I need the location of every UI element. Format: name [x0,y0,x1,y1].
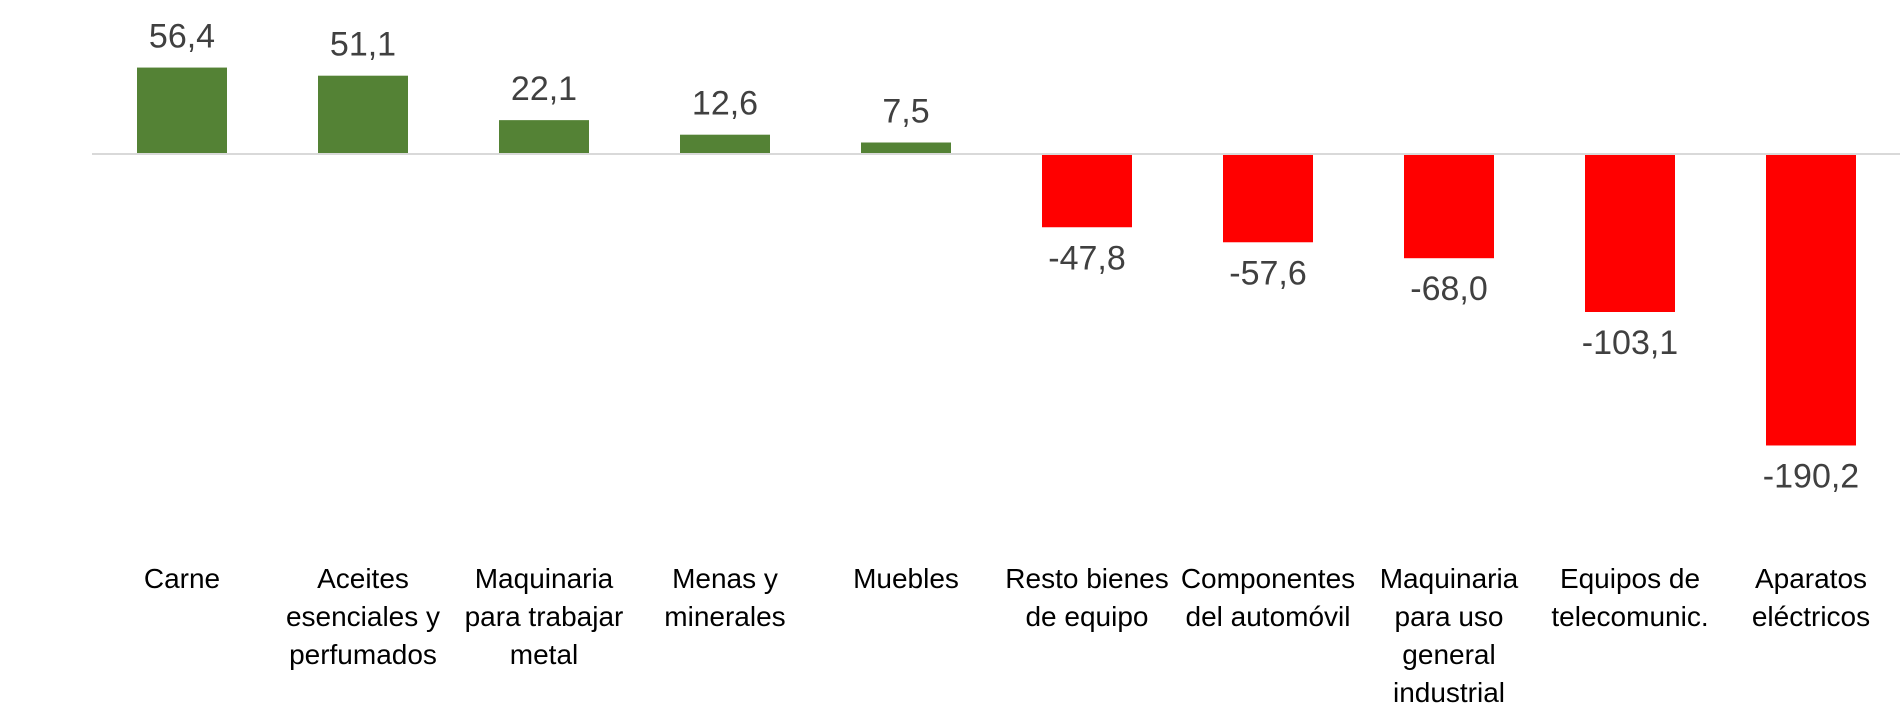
category-label-6: Componentes del automóvil [1181,563,1355,632]
category-label-2-line-0: Maquinaria [475,563,614,594]
value-label-6: -57,6 [1229,254,1307,292]
value-labels-group: 56,4 51,1 22,1 12,6 7,5 -47,8 -57,6 -68,0 -103,1… [149,18,1859,496]
category-label-1: Aceites esenciales y perfumados [286,563,440,670]
bar-0 [137,67,227,154]
category-label-5-line-0: Resto bienes [1005,563,1168,594]
category-label-6-line-0: Componentes [1181,563,1355,594]
category-labels-group: Carne Aceites esenciales y perfumados Maquin… [144,563,1870,708]
category-label-9-line-0: Aparatos [1755,563,1867,594]
bar-2 [499,120,589,154]
bars-group [137,67,1856,446]
category-label-7: Maquinaria para uso general industrial [1380,563,1519,708]
bar-7 [1404,154,1494,259]
category-label-1-line-1: esenciales y [286,601,440,632]
bar-3 [680,134,770,154]
value-label-3: 12,6 [692,85,758,123]
value-label-8: -103,1 [1582,324,1678,362]
category-label-7-line-1: para uso [1395,601,1504,632]
category-label-8-line-0: Equipos de [1560,563,1700,594]
category-label-3-line-0: Menas y [672,563,778,594]
category-label-0-line-0: Carne [144,563,220,594]
value-label-9: -190,2 [1763,457,1859,495]
category-label-9-line-1: eléctricos [1752,601,1870,632]
category-label-3: Menas y minerales [664,563,785,632]
value-label-0: 56,4 [149,18,215,56]
category-label-7-line-2: general [1402,639,1495,670]
category-label-4: Muebles [853,563,959,594]
bar-5 [1042,154,1132,228]
category-label-2: Maquinaria para trabajar metal [465,563,624,670]
category-label-5: Resto bienes de equipo [1005,563,1168,632]
category-label-1-line-0: Aceites [317,563,409,594]
category-label-3-line-1: minerales [664,601,785,632]
category-label-2-line-2: metal [510,639,578,670]
category-label-5-line-1: de equipo [1025,601,1148,632]
category-label-8: Equipos de telecomunic. [1551,563,1708,632]
category-label-9: Aparatos eléctricos [1752,563,1870,632]
category-label-8-line-1: telecomunic. [1551,601,1708,632]
category-label-4-line-0: Muebles [853,563,959,594]
category-label-0: Carne [144,563,220,594]
value-label-2: 22,1 [511,70,577,108]
value-label-4: 7,5 [882,93,929,131]
bar-1 [318,75,408,154]
bar-8 [1585,154,1675,313]
value-label-1: 51,1 [330,26,396,64]
value-label-5: -47,8 [1048,239,1126,277]
category-label-7-line-3: industrial [1393,677,1505,708]
bar-9 [1766,154,1856,446]
bar-6 [1223,154,1313,243]
bar-4 [861,142,951,154]
category-label-6-line-1: del automóvil [1186,601,1351,632]
category-label-1-line-2: perfumados [289,639,437,670]
value-label-7: -68,0 [1410,270,1488,308]
category-label-7-line-0: Maquinaria [1380,563,1519,594]
category-label-2-line-1: para trabajar [465,601,624,632]
